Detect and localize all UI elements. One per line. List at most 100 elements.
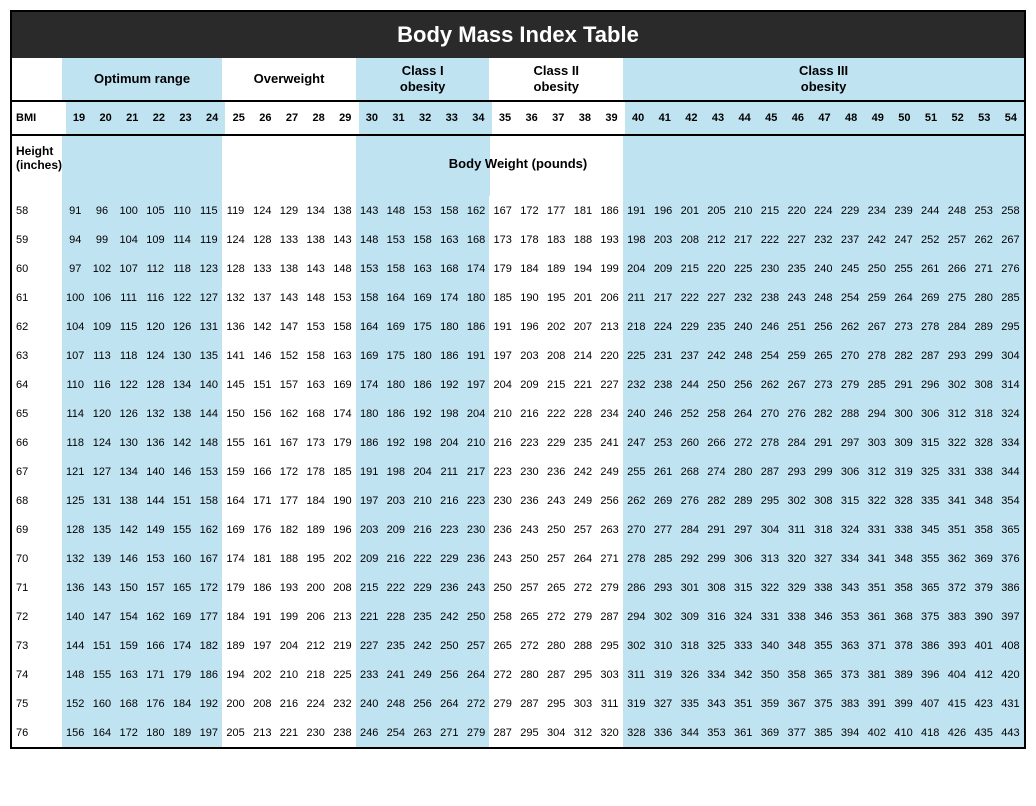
weight-cell: 214 <box>570 341 597 370</box>
weight-cell: 367 <box>783 689 810 718</box>
weight-cell: 361 <box>863 602 890 631</box>
weight-cell: 278 <box>757 428 784 457</box>
weight-cell: 263 <box>596 515 623 544</box>
weight-cell: 143 <box>356 196 383 225</box>
weight-cell: 216 <box>489 428 516 457</box>
weight-cell: 284 <box>676 515 703 544</box>
weight-cell: 197 <box>195 718 222 747</box>
weight-cell: 140 <box>62 602 89 631</box>
table-row: 6411011612212813414014515115716316917418… <box>12 370 1024 399</box>
category-cell: Optimum range <box>62 58 222 100</box>
weight-cell: 163 <box>409 254 436 283</box>
weight-cell: 148 <box>356 225 383 254</box>
weight-cell: 197 <box>249 631 276 660</box>
weight-cell: 222 <box>676 283 703 312</box>
bmi-value-cell: 40 <box>625 102 652 134</box>
weight-cell: 148 <box>302 283 329 312</box>
weight-cell: 338 <box>810 573 837 602</box>
weight-cell: 268 <box>676 457 703 486</box>
weight-cell: 369 <box>757 718 784 747</box>
weight-cell: 420 <box>997 660 1024 689</box>
weight-cell: 109 <box>89 312 116 341</box>
weight-cell: 304 <box>543 718 570 747</box>
weight-cell: 391 <box>863 689 890 718</box>
weight-cell: 211 <box>623 283 650 312</box>
weight-cell: 372 <box>944 573 971 602</box>
weight-cell: 201 <box>676 196 703 225</box>
weight-cell: 209 <box>356 544 383 573</box>
weight-cell: 259 <box>783 341 810 370</box>
weight-cell: 211 <box>436 457 463 486</box>
weight-cell: 320 <box>783 544 810 573</box>
weight-cell: 140 <box>142 457 169 486</box>
bmi-value-cell: 38 <box>572 102 599 134</box>
weight-cell: 168 <box>436 254 463 283</box>
weight-cell: 271 <box>596 544 623 573</box>
weight-cell: 105 <box>142 196 169 225</box>
weight-cell: 263 <box>409 718 436 747</box>
weight-cell: 327 <box>650 689 677 718</box>
weight-cell: 203 <box>356 515 383 544</box>
table-row: 5994991041091141191241281331381431481531… <box>12 225 1024 254</box>
weight-cell: 178 <box>302 457 329 486</box>
weight-cell: 145 <box>222 370 249 399</box>
category-cell: Overweight <box>222 58 356 100</box>
weight-cell: 358 <box>890 573 917 602</box>
weight-cell: 410 <box>890 718 917 747</box>
weight-cell: 174 <box>169 631 196 660</box>
weight-cell: 142 <box>169 428 196 457</box>
weight-cell: 303 <box>863 428 890 457</box>
weight-cell: 207 <box>570 312 597 341</box>
weight-cell: 202 <box>329 544 356 573</box>
weight-cell: 133 <box>249 254 276 283</box>
weight-cell: 180 <box>463 283 490 312</box>
weight-cell: 250 <box>543 515 570 544</box>
weight-cell: 285 <box>997 283 1024 312</box>
weight-cell: 112 <box>142 254 169 283</box>
table-row: 6511412012613213814415015616216817418018… <box>12 399 1024 428</box>
weight-cell: 247 <box>623 428 650 457</box>
weight-cell: 346 <box>810 602 837 631</box>
weight-cell: 343 <box>837 573 864 602</box>
weight-cell: 169 <box>329 370 356 399</box>
weight-cell: 147 <box>89 602 116 631</box>
weight-cell: 216 <box>436 486 463 515</box>
weight-cell: 318 <box>676 631 703 660</box>
weight-cell: 162 <box>463 196 490 225</box>
weight-cell: 313 <box>757 544 784 573</box>
weight-cell: 196 <box>329 515 356 544</box>
weight-cell: 243 <box>463 573 490 602</box>
weight-cell: 284 <box>783 428 810 457</box>
weight-cell: 152 <box>276 341 303 370</box>
weight-cell: 375 <box>810 689 837 718</box>
weight-cell: 365 <box>997 515 1024 544</box>
weight-cell: 176 <box>142 689 169 718</box>
weight-cell: 138 <box>302 225 329 254</box>
weight-cell: 184 <box>222 602 249 631</box>
weight-cell: 168 <box>115 689 142 718</box>
table-row: 7113614315015716517217918619320020821522… <box>12 573 1024 602</box>
weight-cell: 230 <box>516 457 543 486</box>
weight-cell: 158 <box>356 283 383 312</box>
weight-cell: 267 <box>783 370 810 399</box>
weight-cell: 258 <box>997 196 1024 225</box>
weight-cell: 340 <box>757 631 784 660</box>
weight-cell: 303 <box>570 689 597 718</box>
weight-cell: 192 <box>195 689 222 718</box>
weight-cell: 208 <box>543 341 570 370</box>
weight-cell: 115 <box>195 196 222 225</box>
weight-cell: 315 <box>917 428 944 457</box>
weight-cell: 257 <box>570 515 597 544</box>
weight-cell: 299 <box>810 457 837 486</box>
weight-cell: 191 <box>356 457 383 486</box>
weight-cell: 148 <box>383 196 410 225</box>
bmi-value-cell: 34 <box>465 102 492 134</box>
weight-cell: 191 <box>463 341 490 370</box>
weight-cell: 306 <box>917 399 944 428</box>
weight-cell: 282 <box>810 399 837 428</box>
weight-cell: 143 <box>89 573 116 602</box>
weight-cell: 325 <box>917 457 944 486</box>
weight-cell: 119 <box>195 225 222 254</box>
weight-cell: 235 <box>409 602 436 631</box>
weight-cell: 295 <box>997 312 1024 341</box>
